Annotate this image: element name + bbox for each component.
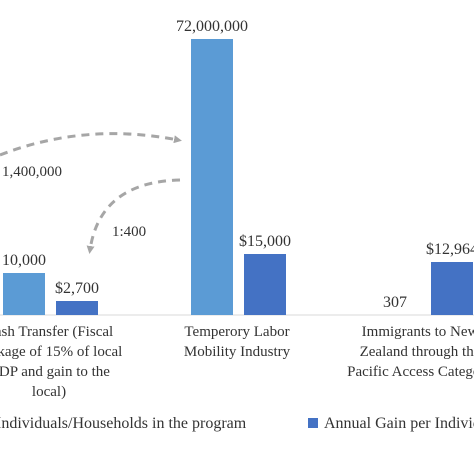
category-label-1-3: GDP and gain to the	[0, 364, 110, 380]
annotation-1: 1,400,000	[2, 164, 62, 180]
labels-layer: 10,000 72,000,000 307 $2,700 $15,000 $12,964 C…	[0, 18, 474, 400]
category-label-3-3: Pacific Access Category	[347, 364, 474, 380]
bar-2-1	[56, 301, 98, 315]
legend-label-2: Annual Gain per Individual	[324, 415, 474, 432]
bar-2-2	[244, 254, 286, 315]
data-label-2-3: $12,964	[426, 241, 474, 258]
legend-swatch-2	[308, 418, 318, 428]
bar-1-1	[3, 273, 45, 315]
bar-1-2	[191, 39, 233, 315]
category-label-2-1: Temperory Labor	[184, 324, 289, 340]
legend-layer: Individuals/Households in the program Ann…	[0, 415, 474, 432]
arrows-layer	[0, 132, 182, 254]
arrow-1	[0, 132, 182, 157]
bars-layer	[0, 39, 474, 316]
category-label-2-2: Mobility Industry	[184, 344, 291, 360]
data-label-1-2: 72,000,000	[176, 18, 248, 35]
data-label-1-1: 10,000	[2, 252, 46, 269]
category-label-1-2: Package of 15% of local	[0, 344, 122, 360]
category-label-1-4: local)	[32, 384, 66, 400]
arrow-2	[86, 178, 181, 254]
category-label-3-2: Zealand through the	[360, 344, 474, 360]
category-label-1-1: Cash Transfer (Fiscal	[0, 324, 113, 340]
annotation-2: 1:400	[112, 224, 146, 240]
category-label-3-1: Immigrants to New	[362, 324, 474, 340]
data-label-2-2: $15,000	[239, 233, 291, 250]
data-label-2-1: $2,700	[55, 280, 99, 297]
legend-label-1: Individuals/Households in the program	[0, 415, 247, 432]
data-label-1-3: 307	[383, 294, 407, 311]
bar-2-3	[431, 262, 473, 315]
